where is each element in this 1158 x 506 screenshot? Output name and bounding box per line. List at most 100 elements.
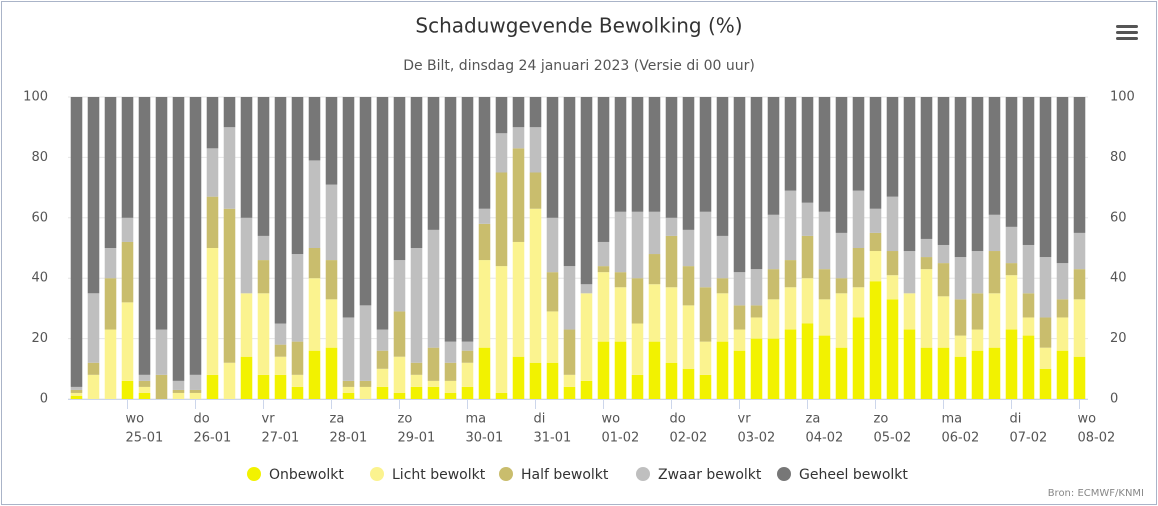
bar-segment [648, 284, 661, 342]
x-weekday-label: ma [942, 412, 963, 427]
bar-segment [325, 260, 338, 300]
bar-segment [495, 266, 508, 393]
bar-segment [206, 196, 219, 248]
bar-segment [172, 97, 185, 381]
bar-segment [699, 374, 712, 399]
x-weekday-label: do [194, 412, 210, 427]
bar-segment [257, 97, 270, 236]
bar-segment [291, 254, 304, 342]
bar-segment [631, 323, 644, 375]
bar-segment [971, 329, 984, 351]
bar-segment [206, 374, 219, 399]
legend-marker [499, 467, 513, 481]
bar-segment [325, 347, 338, 399]
bar-segment [274, 356, 287, 375]
bar-segment [835, 97, 848, 233]
bar-segment [308, 350, 321, 399]
bar-segment [376, 386, 389, 399]
bar-segment [801, 278, 814, 324]
legend-marker [636, 467, 650, 481]
bar-segment [70, 389, 83, 393]
bar-segment [478, 208, 491, 224]
bar-segment [444, 97, 457, 342]
bar-segment [1005, 263, 1018, 276]
bar-segment [529, 172, 542, 209]
bar-segment [359, 97, 372, 306]
bar-segment [614, 97, 627, 212]
bar-segment [886, 196, 899, 252]
bar-segment [733, 305, 746, 330]
bar-segment [920, 97, 933, 239]
bar-segment [614, 341, 627, 399]
menu-button[interactable] [1116, 25, 1138, 40]
menu-line [1116, 25, 1138, 28]
bar-segment [563, 266, 576, 330]
bar-segment [614, 211, 627, 273]
bar-segment [784, 260, 797, 288]
bar-segment [427, 380, 440, 387]
bar-segment [954, 257, 967, 300]
bar-segment [155, 329, 168, 375]
x-tick-label: 03-02 [738, 431, 776, 446]
x-tick-label: 31-01 [534, 431, 572, 446]
bar-segment [189, 392, 202, 399]
bar-segment [138, 97, 151, 375]
bar-segment [716, 278, 729, 294]
bar-segment [223, 208, 236, 363]
bar-segment [410, 386, 423, 399]
bar-segment [733, 272, 746, 306]
x-weekday-label: vr [738, 412, 752, 427]
bar-segment [784, 97, 797, 191]
bar-segment [291, 386, 304, 399]
x-weekday-label: di [1010, 412, 1022, 427]
legend-item: Zwaar bewolkt [636, 467, 762, 483]
bar-segment [954, 335, 967, 357]
bar-segment [699, 341, 712, 375]
bar-segment [648, 211, 661, 255]
bar-segment [172, 392, 185, 399]
bar-segment [784, 287, 797, 330]
bar-segment [291, 341, 304, 375]
bar-segment [223, 362, 236, 399]
bar-segment [1022, 97, 1035, 245]
y2-tick-label: 0 [1110, 392, 1118, 407]
bar-segment [937, 244, 950, 264]
bar-segment [886, 97, 899, 197]
bar-segment [478, 223, 491, 261]
bar-segment [580, 97, 593, 285]
bar-segment [648, 254, 661, 285]
bar-segment [835, 232, 848, 279]
bar-segment [682, 266, 695, 306]
bar-segment [427, 97, 440, 230]
bar-segment [1022, 335, 1035, 399]
bar-segment [444, 392, 457, 399]
bar-segment [512, 127, 525, 149]
legend-label: Geheel bewolkt [799, 467, 908, 483]
bar-segment [597, 241, 610, 267]
bar-segment [818, 269, 831, 300]
bar-segment [971, 251, 984, 294]
bar-segment [393, 97, 406, 261]
bar-segment [665, 287, 678, 363]
bar-segment [546, 97, 559, 218]
bar-segment [444, 380, 457, 393]
bar-segment [1005, 329, 1018, 399]
bar-segment [410, 97, 423, 248]
y-tick-label: 20 [31, 331, 48, 346]
bar-segment [529, 127, 542, 173]
bar-segment [206, 248, 219, 375]
bar-segment [903, 329, 916, 399]
menu-line [1116, 37, 1138, 40]
bar-segment [648, 97, 661, 212]
bar-segment [325, 97, 338, 185]
bar-segment [971, 350, 984, 399]
bar-segment [478, 347, 491, 399]
bar-segment [818, 97, 831, 212]
bar-segment [512, 241, 525, 357]
bar-segment [767, 214, 780, 270]
bar-segment [70, 97, 83, 387]
x-weekday-label: za [806, 412, 821, 427]
legend-item: Geheel bewolkt [777, 467, 908, 483]
bar-segment [138, 386, 151, 393]
bar-segment [308, 160, 321, 248]
